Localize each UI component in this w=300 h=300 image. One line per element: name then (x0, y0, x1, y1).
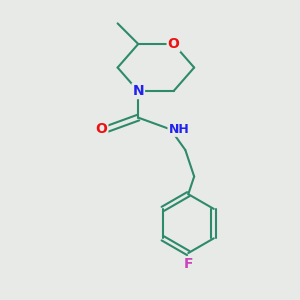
Text: F: F (184, 257, 193, 271)
Text: N: N (132, 84, 144, 98)
Text: O: O (168, 37, 179, 51)
Text: NH: NH (169, 123, 189, 136)
Text: O: O (95, 122, 107, 136)
